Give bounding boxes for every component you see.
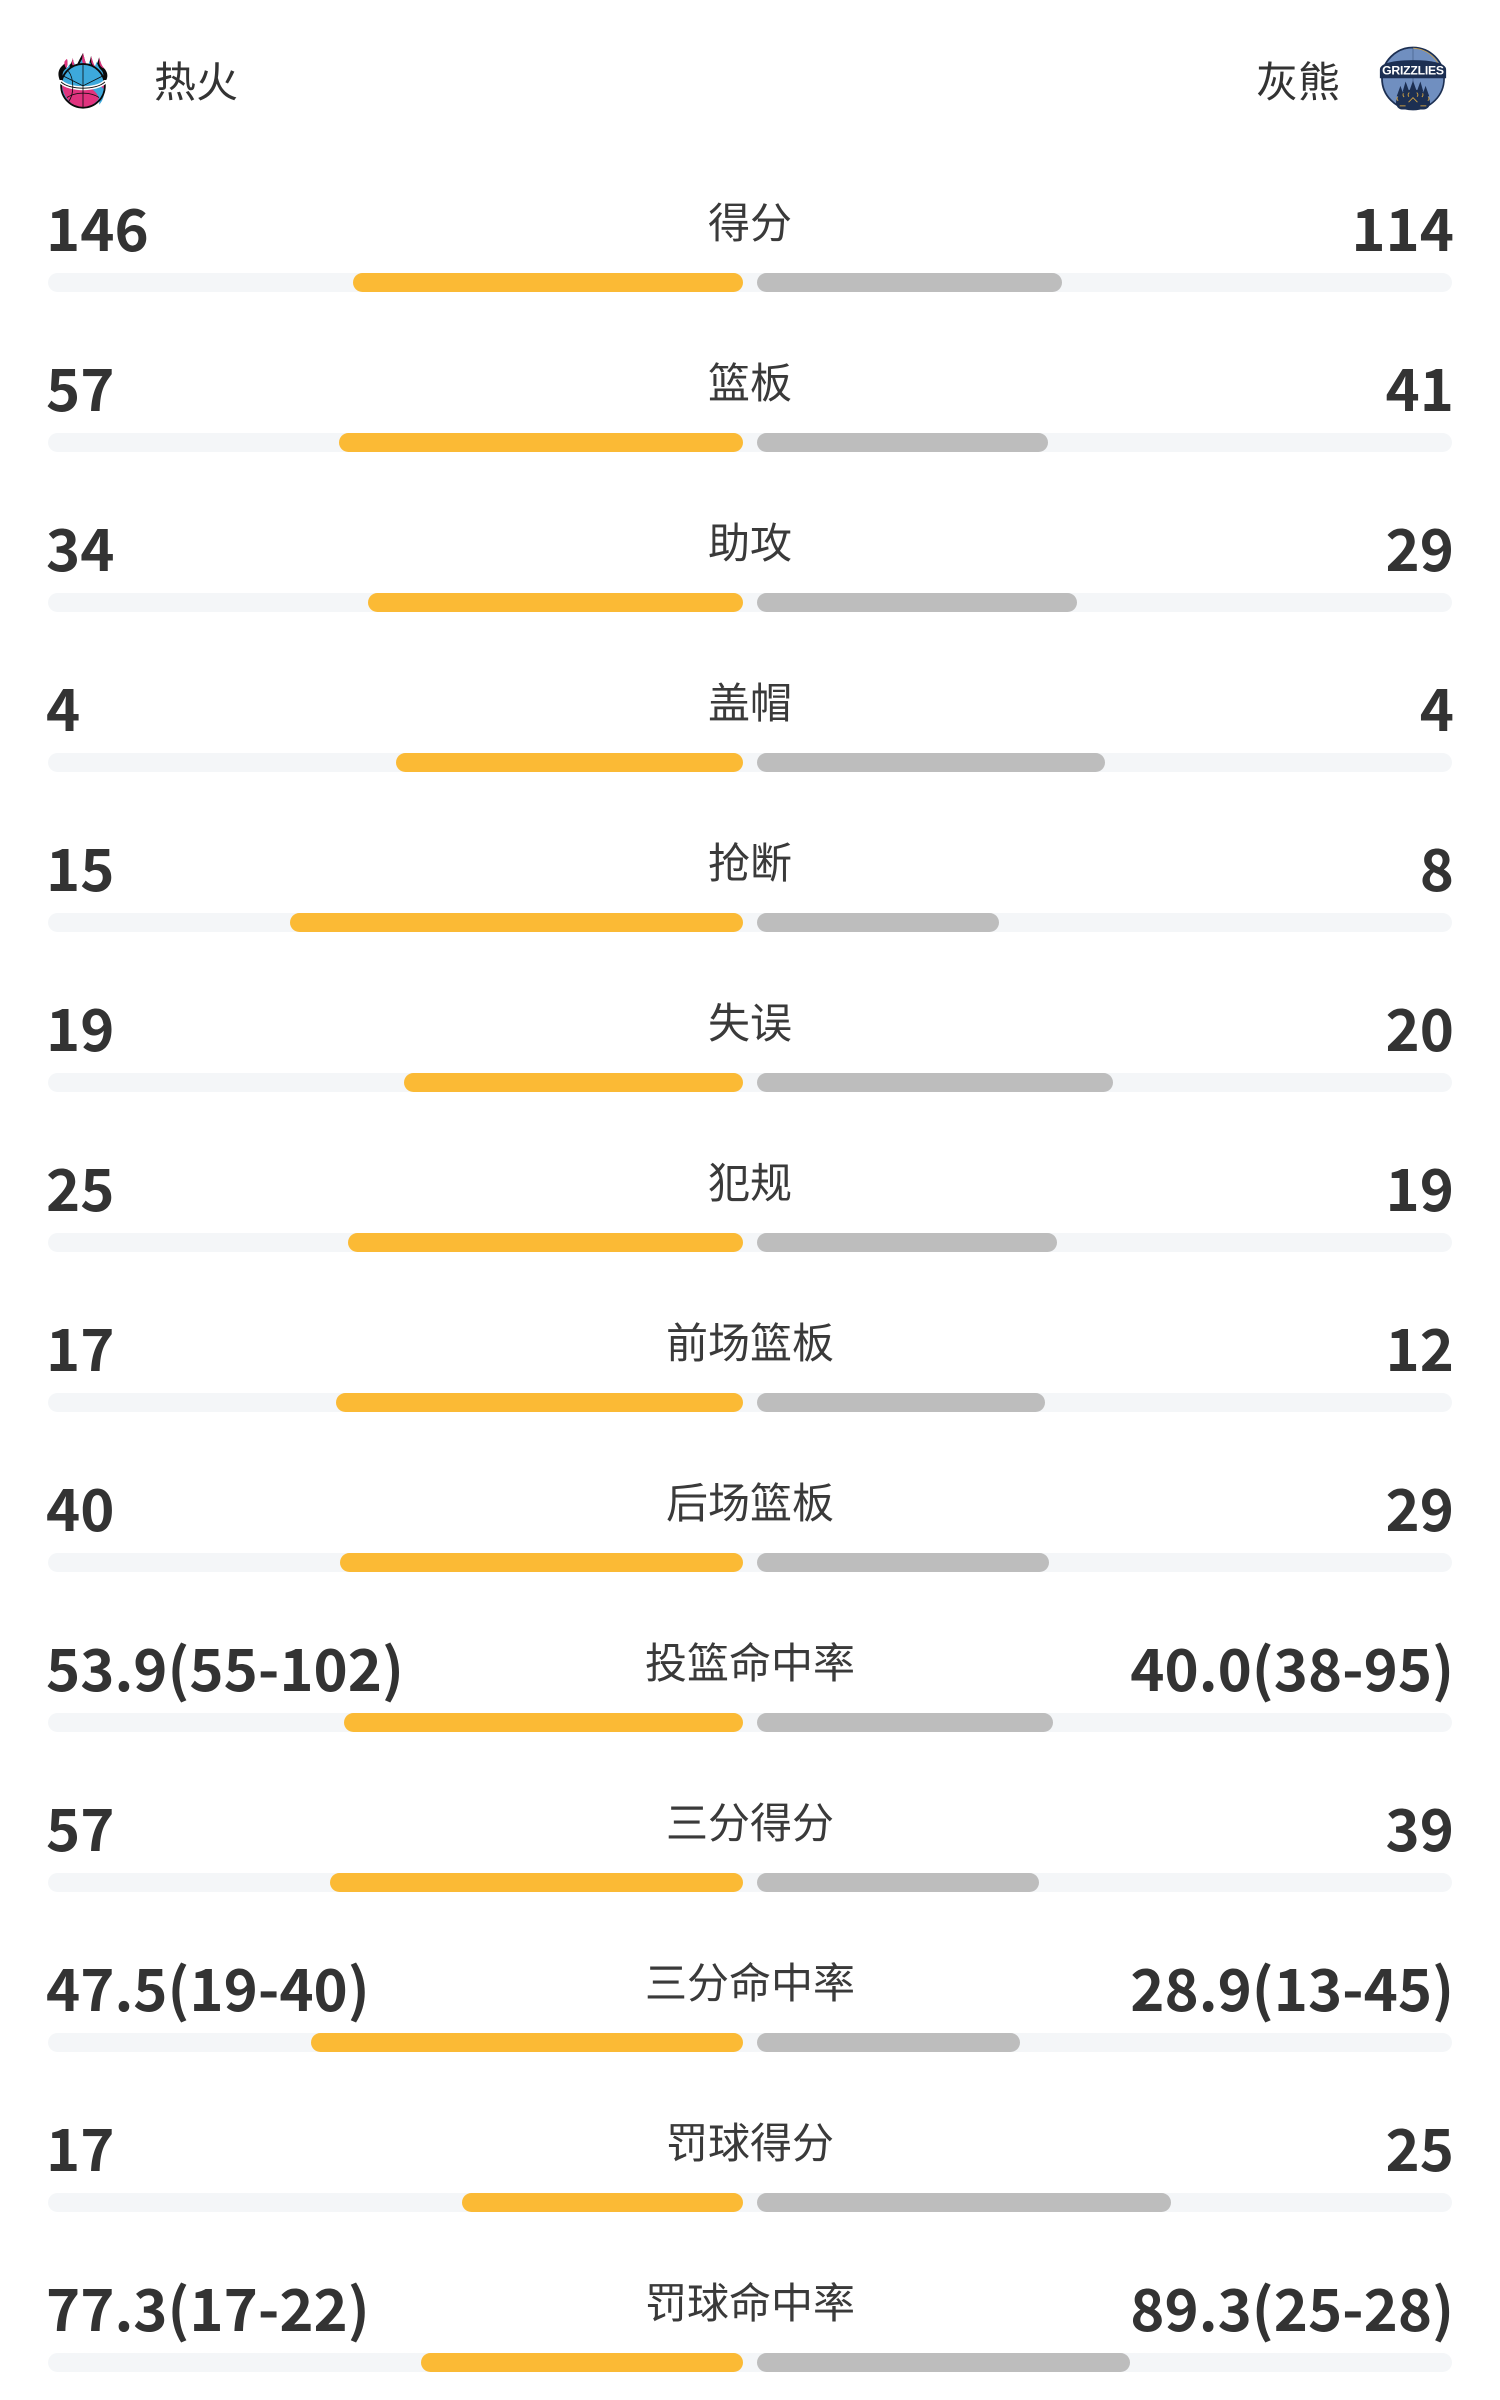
- svg-text:GRIZZLIES: GRIZZLIES: [1382, 63, 1444, 77]
